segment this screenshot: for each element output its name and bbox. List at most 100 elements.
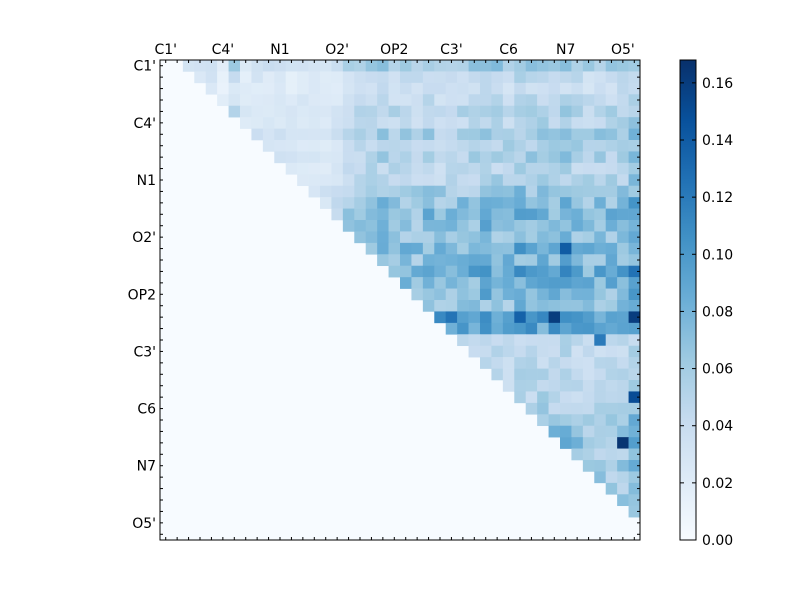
heatmap-cell xyxy=(605,460,618,472)
heatmap-cell xyxy=(560,185,572,198)
heatmap-cell xyxy=(594,117,607,129)
heatmap-cell xyxy=(354,208,367,221)
x-tick-label: C1' xyxy=(154,42,177,58)
heatmap-cell xyxy=(548,368,561,381)
heatmap-cell xyxy=(354,220,367,232)
heatmap-cell xyxy=(571,391,584,404)
heatmap-cell xyxy=(251,82,264,95)
heatmap-cell xyxy=(377,208,389,221)
heatmap-cell xyxy=(628,437,641,449)
heatmap-cell xyxy=(491,357,504,369)
heatmap-cell xyxy=(400,231,412,244)
heatmap-cell xyxy=(377,162,389,175)
heatmap-cell xyxy=(525,391,538,404)
heatmap-cell xyxy=(514,380,527,392)
heatmap-cell xyxy=(617,197,629,209)
heatmap-cell xyxy=(491,140,504,152)
heatmap-cell xyxy=(571,345,584,358)
heatmap-cell xyxy=(605,471,618,484)
heatmap-cell xyxy=(262,117,275,129)
heatmap-cell xyxy=(457,162,469,175)
heatmap-cell xyxy=(628,311,641,324)
heatmap-cell xyxy=(342,220,355,232)
heatmap-cell xyxy=(480,334,492,347)
heatmap-cell xyxy=(320,140,332,152)
heatmap-cell xyxy=(582,197,595,209)
heatmap-cell xyxy=(617,311,629,324)
heatmap-cell xyxy=(365,94,378,107)
heatmap-cell xyxy=(537,71,549,84)
heatmap-cell xyxy=(422,254,435,267)
heatmap-cell xyxy=(457,254,469,267)
heatmap-cell xyxy=(502,300,515,312)
heatmap-cell xyxy=(548,117,561,129)
heatmap-cell xyxy=(605,60,618,72)
heatmap-cell xyxy=(582,151,595,164)
heatmap-cell xyxy=(491,368,504,381)
heatmap-cell xyxy=(525,402,538,415)
heatmap-cell xyxy=(320,197,332,209)
heatmap-cell xyxy=(514,368,527,381)
heatmap-cell xyxy=(434,300,447,312)
heatmap-cell xyxy=(365,140,378,152)
heatmap-cell xyxy=(400,105,412,118)
heatmap-cell xyxy=(297,94,309,107)
heatmap-cell xyxy=(434,117,447,129)
heatmap-cell xyxy=(422,151,435,164)
heatmap-cell xyxy=(560,425,572,438)
heatmap-cell xyxy=(445,265,458,278)
heatmap-cell xyxy=(377,105,389,118)
heatmap-cell xyxy=(537,231,549,244)
colorbar-tick-label: 0.08 xyxy=(702,304,733,320)
heatmap-cell xyxy=(285,117,298,129)
colorbar xyxy=(679,59,697,541)
heatmap-cell xyxy=(342,94,355,107)
heatmap-cell xyxy=(537,368,549,381)
heatmap-cell xyxy=(605,368,618,381)
heatmap-cell xyxy=(594,414,607,427)
x-tick-label: O2' xyxy=(325,42,349,58)
heatmap-cell xyxy=(457,322,469,335)
heatmap-cell xyxy=(560,402,572,415)
heatmap-cell xyxy=(480,128,492,141)
heatmap-cell xyxy=(605,197,618,209)
heatmap-cell xyxy=(537,128,549,141)
heatmap-cell xyxy=(422,231,435,244)
heatmap-cell xyxy=(628,60,641,72)
heatmap-cell xyxy=(525,265,538,278)
heatmap-cell xyxy=(297,140,309,152)
heatmap-cell xyxy=(434,265,447,278)
heatmap-cell xyxy=(445,60,458,72)
heatmap-cell xyxy=(628,105,641,118)
heatmap-cell xyxy=(434,128,447,141)
heatmap-cell xyxy=(457,94,469,107)
heatmap-cell xyxy=(548,162,561,175)
heatmap-cell xyxy=(480,60,492,72)
heatmap-cell xyxy=(240,117,252,129)
heatmap-cell xyxy=(548,345,561,358)
heatmap-cell xyxy=(582,414,595,427)
heatmap-cell xyxy=(342,197,355,209)
heatmap-cell xyxy=(548,128,561,141)
heatmap-cell xyxy=(594,277,607,289)
heatmap-cell xyxy=(571,220,584,232)
heatmap-cell xyxy=(274,151,287,164)
heatmap-cell xyxy=(560,437,572,449)
heatmap-cell xyxy=(605,140,618,152)
heatmap-cell xyxy=(502,368,515,381)
heatmap-cell xyxy=(342,140,355,152)
heatmap-cell xyxy=(480,220,492,232)
heatmap-cell xyxy=(571,402,584,415)
heatmap-cell xyxy=(582,254,595,267)
heatmap-cell xyxy=(514,162,527,175)
heatmap-cell xyxy=(434,151,447,164)
heatmap-cell xyxy=(480,208,492,221)
heatmap-cell xyxy=(617,380,629,392)
heatmap-cell xyxy=(240,82,252,95)
heatmap-cell xyxy=(285,140,298,152)
heatmap-cell xyxy=(354,151,367,164)
heatmap-cell xyxy=(560,94,572,107)
heatmap-cell xyxy=(560,117,572,129)
heatmap-cell xyxy=(388,162,401,175)
heatmap-cell xyxy=(628,197,641,209)
